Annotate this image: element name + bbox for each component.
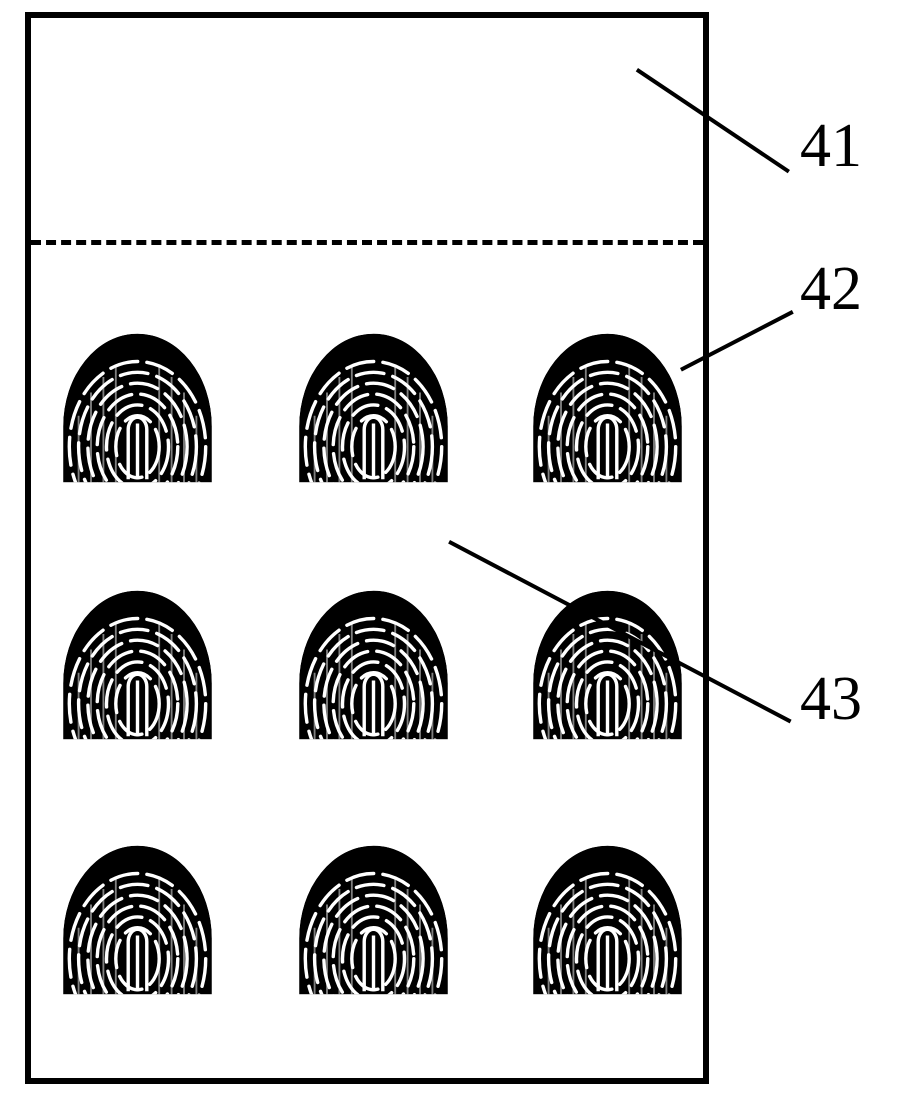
- fingerprint-node: [530, 585, 685, 745]
- callout-label-42: 42: [800, 258, 862, 320]
- fingerprint-node: [530, 840, 685, 1000]
- diagram-canvas: 41 42 43: [0, 0, 908, 1099]
- section-divider: [31, 240, 703, 245]
- fingerprint-node: [60, 840, 215, 1000]
- fingerprint-node: [296, 840, 451, 1000]
- fingerprint-node: [296, 328, 451, 488]
- fingerprint-node: [530, 328, 685, 488]
- fingerprint-node: [60, 328, 215, 488]
- fingerprint-node: [296, 585, 451, 745]
- fingerprint-node: [60, 585, 215, 745]
- callout-label-41: 41: [800, 115, 862, 177]
- callout-label-43: 43: [800, 668, 862, 730]
